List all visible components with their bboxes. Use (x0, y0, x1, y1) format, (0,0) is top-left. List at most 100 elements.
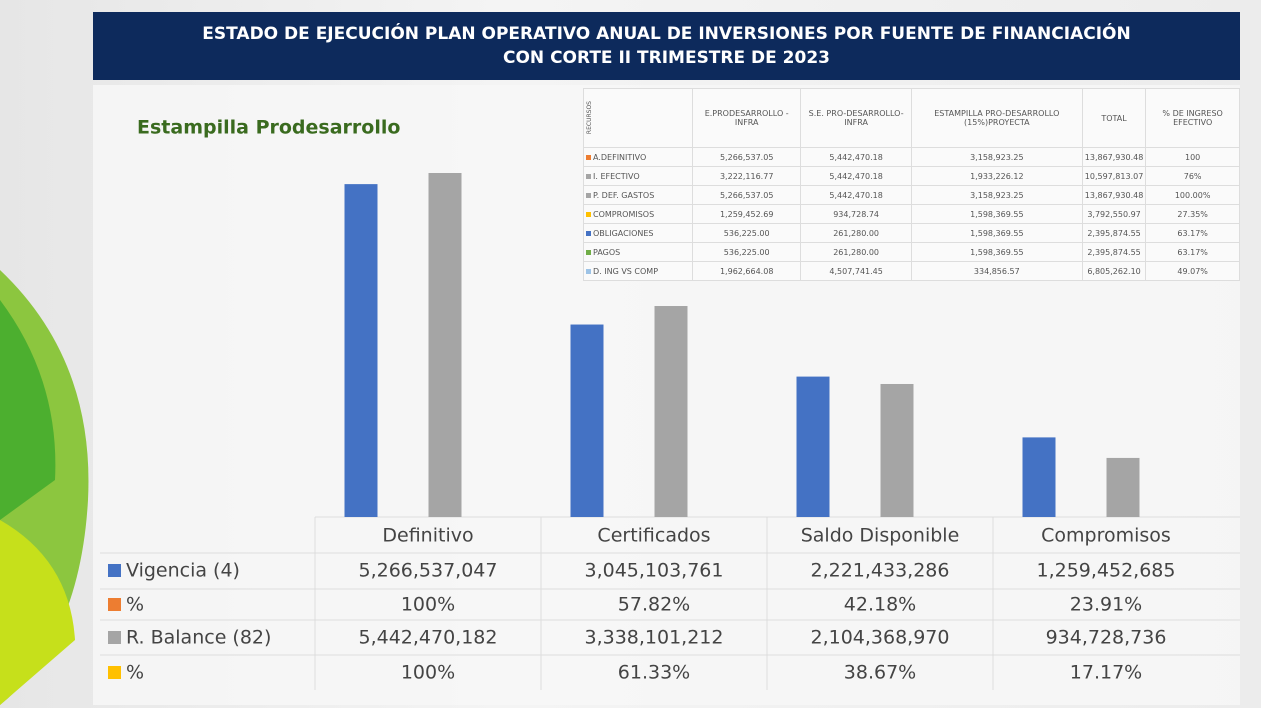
row: OBLIGACIONES 536,225.00 261,280.00 1,598,36… (583, 223, 1240, 243)
row-label: D. ING VS COMP (593, 266, 659, 276)
cell: 1,259,452.69 (691, 204, 802, 224)
cell: 6,805,262.10 (1081, 261, 1147, 281)
legend-label: R. Balance (82) (126, 627, 271, 649)
bar (1106, 457, 1140, 517)
row-label-cell: OBLIGACIONES (583, 223, 693, 243)
row: A.DEFINITIVO 5,266,537.05 5,442,470.18 3,15… (583, 147, 1240, 167)
row: COMPROMISOS 1,259,452.69 934,728.74 1,598,3… (583, 204, 1240, 224)
row-label: COMPROMISOS (593, 209, 655, 219)
category-label: Certificados (597, 525, 710, 547)
category-label: Compromisos (1041, 525, 1171, 547)
cell: 5,266,537.05 (691, 185, 802, 205)
column-header: % DE INGRESO EFECTIVO (1145, 88, 1240, 148)
value-label: 17.17% (1070, 662, 1142, 684)
cell: 934,728.74 (800, 204, 912, 224)
legend-label: Vigencia (4) (126, 560, 240, 582)
cell: 3,792,550.97 (1081, 204, 1147, 224)
row-label: A.DEFINITIVO (593, 152, 647, 162)
cell: 76% (1145, 166, 1240, 186)
bar (880, 383, 914, 517)
value-label: 1,259,452,685 (1036, 560, 1175, 582)
legend-swatch (108, 598, 121, 611)
row: PAGOS 536,225.00 261,280.00 1,598,369.55 2,3… (583, 242, 1240, 262)
value-label: 2,221,433,286 (810, 560, 949, 582)
row-label-cell: I. EFECTIVO (583, 166, 693, 186)
column-header: TOTAL (1081, 88, 1147, 148)
cell: 3,222,116.77 (691, 166, 802, 186)
row-marker (586, 192, 591, 198)
cell: 334,856.57 (910, 261, 1083, 281)
cell: 63.17% (1145, 242, 1240, 262)
column-header: S.E. PRO-DESARROLLO-INFRA (800, 88, 912, 148)
corner-cell: RECURSOS (583, 88, 693, 148)
row-label: P. DEF. GASTOS (593, 190, 655, 200)
row: I. EFECTIVO 3,222,116.77 5,442,470.18 1,933… (583, 166, 1240, 186)
value-label: 42.18% (844, 594, 916, 616)
cell: 1,598,369.55 (910, 242, 1083, 262)
column-header: ESTAMPILLA PRO-DESARROLLO (15%)PROYECTA (910, 88, 1083, 148)
cell: 1,598,369.55 (910, 223, 1083, 243)
cell: 536,225.00 (691, 242, 802, 262)
cell: 3,158,923.25 (910, 185, 1083, 205)
inset-table: RECURSOS E.PRODESARROLLO - INFRA S.E. PRO-… (583, 88, 1240, 281)
category-label: Definitivo (382, 525, 473, 547)
value-label: 100% (401, 662, 455, 684)
header-title: ESTADO DE EJECUCIÓN PLAN OPERATIVO ANUAL… (202, 24, 1131, 68)
cell: 3,158,923.25 (910, 147, 1083, 167)
subtitle: Estampilla Prodesarrollo (137, 117, 400, 139)
row-label: PAGOS (593, 247, 621, 257)
cell: 5,442,470.18 (800, 185, 912, 205)
cell: 261,280.00 (800, 242, 912, 262)
row-label-cell: PAGOS (583, 242, 693, 262)
row-label: OBLIGACIONES (593, 228, 654, 238)
row-label-cell: D. ING VS COMP (583, 261, 693, 281)
bar (654, 306, 688, 517)
cell: 1,598,369.55 (910, 204, 1083, 224)
value-label: 5,266,537,047 (358, 560, 497, 582)
cell: 5,266,537.05 (691, 147, 802, 167)
bar (570, 324, 604, 517)
bar (796, 376, 830, 517)
legend-label: % (126, 594, 144, 616)
legend-swatch (108, 666, 121, 679)
column-header: E.PRODESARROLLO - INFRA (691, 88, 802, 148)
row: D. ING VS COMP 1,962,664.08 4,507,741.45 33… (583, 261, 1240, 281)
cell: 49.07% (1145, 261, 1240, 281)
value-label: 38.67% (844, 662, 916, 684)
row-label-cell: P. DEF. GASTOS (583, 185, 693, 205)
value-label: 100% (401, 594, 455, 616)
cell: 63.17% (1145, 223, 1240, 243)
row-marker (586, 268, 591, 274)
value-label: 61.33% (618, 662, 690, 684)
value-label: 934,728,736 (1046, 627, 1167, 649)
row-marker (586, 249, 591, 255)
bar (1022, 437, 1056, 517)
row-marker (586, 154, 591, 160)
bar (428, 173, 462, 517)
value-label: 23.91% (1070, 594, 1142, 616)
value-label: 2,104,368,970 (810, 627, 949, 649)
row-label-cell: COMPROMISOS (583, 204, 693, 224)
cell: 13,867,930.48 (1081, 185, 1147, 205)
cell: 536,225.00 (691, 223, 802, 243)
legend-label: % (126, 662, 144, 684)
cell: 100 (1145, 147, 1240, 167)
row-label-cell: A.DEFINITIVO (583, 147, 693, 167)
cell: 4,507,741.45 (800, 261, 912, 281)
cell: 100.00% (1145, 185, 1240, 205)
legend-swatch (108, 631, 121, 644)
cell: 5,442,470.18 (800, 147, 912, 167)
category-label: Saldo Disponible (801, 525, 960, 547)
row-marker (586, 173, 591, 179)
cell: 5,442,470.18 (800, 166, 912, 186)
header: ESTADO DE EJECUCIÓN PLAN OPERATIVO ANUAL… (93, 12, 1240, 80)
row-label: I. EFECTIVO (593, 171, 640, 181)
cell: 1,933,226.12 (910, 166, 1083, 186)
header-row: RECURSOS E.PRODESARROLLO - INFRA S.E. PRO-… (583, 88, 1240, 148)
cell: 1,962,664.08 (691, 261, 802, 281)
value-label: 3,045,103,761 (584, 560, 723, 582)
bar (344, 184, 378, 518)
cell: 27.35% (1145, 204, 1240, 224)
cell: 10,597,813.07 (1081, 166, 1147, 186)
row-marker (586, 211, 591, 217)
